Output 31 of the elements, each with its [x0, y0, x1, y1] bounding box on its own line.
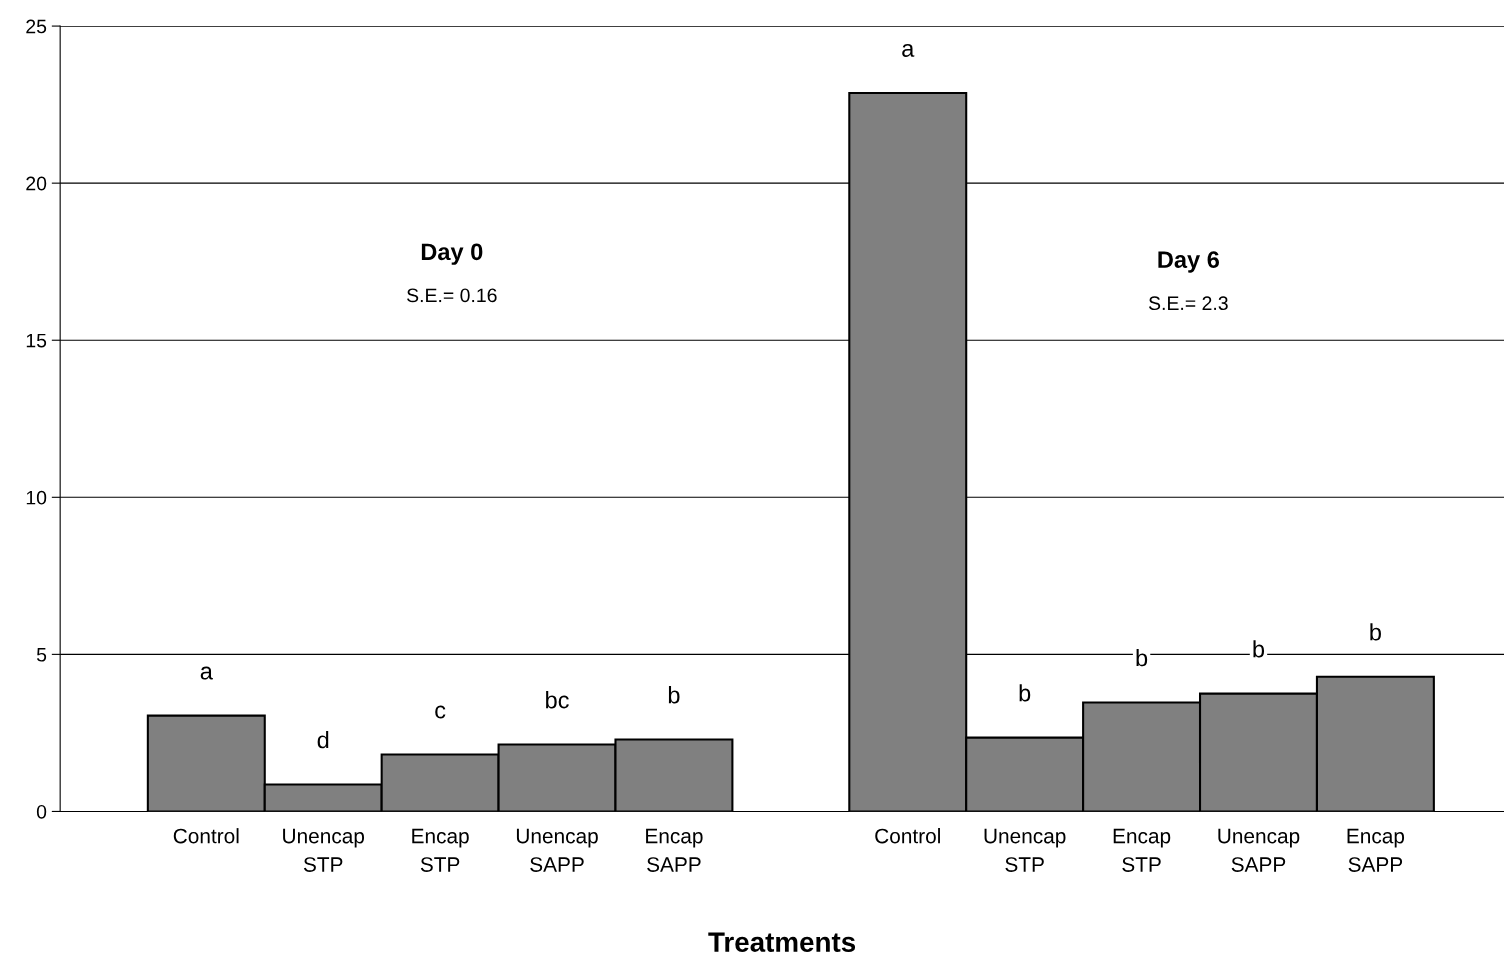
y-tick-label: 20	[26, 176, 47, 191]
annotation: S.E.= 2.3	[1148, 296, 1228, 311]
y-tick-label: 25	[26, 19, 47, 34]
y-tick-label: 15	[26, 333, 47, 348]
x-tick-label: Encap SAPP	[1347, 828, 1405, 872]
annotation: Day 0	[421, 243, 483, 265]
x-tick-label: Control	[173, 828, 239, 844]
x-tick-label: Unencap SAPP	[516, 828, 598, 872]
annotation: S.E.= 0.16	[407, 288, 497, 303]
data-label: b	[1019, 684, 1031, 702]
x-tick-label: Unencap SAPP	[1218, 828, 1300, 872]
x-tick-label: Encap STP	[412, 828, 469, 872]
y-tick-label: 0	[36, 804, 47, 819]
x-tick-label: Control	[875, 828, 940, 844]
y-tick-label: 10	[26, 490, 47, 505]
x-axis-title: Treatments	[708, 932, 856, 952]
y-tick-label: 5	[36, 648, 47, 662]
data-label: b	[1136, 649, 1148, 667]
data-label: bc	[546, 691, 569, 709]
x-tick-label: Encap STP	[1113, 828, 1171, 872]
data-label: a	[902, 43, 915, 57]
annotation: Day 6	[1158, 251, 1219, 273]
data-label: b	[1370, 623, 1381, 641]
x-tick-label: Unencap STP	[984, 828, 1066, 872]
x-tick-label: Encap SAPP	[646, 828, 703, 872]
data-label: d	[317, 731, 329, 749]
data-label: b	[668, 686, 680, 704]
data-label: c	[435, 705, 446, 719]
x-tick-label: Unencap STP	[283, 828, 365, 872]
data-label: b	[1253, 640, 1265, 658]
data-label: a	[200, 666, 213, 680]
